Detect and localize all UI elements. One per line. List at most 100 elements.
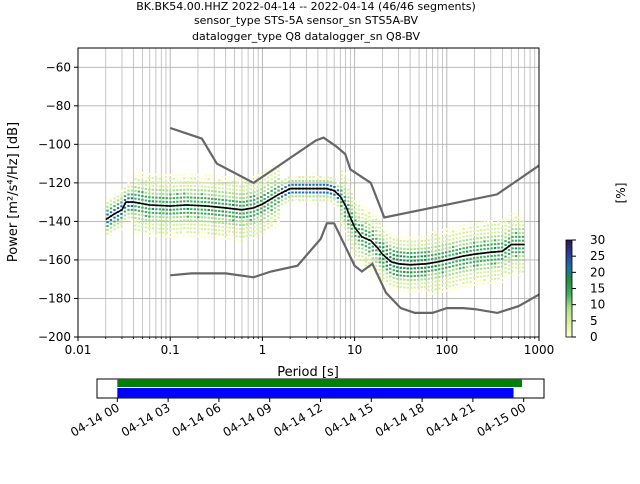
histogram-cell — [518, 251, 521, 254]
histogram-cell — [490, 270, 493, 273]
histogram-cell — [417, 274, 420, 277]
histogram-cell — [172, 177, 176, 180]
histogram-cell — [312, 176, 315, 179]
histogram-cell — [218, 190, 221, 193]
histogram-cell — [200, 197, 203, 200]
histogram-cell — [389, 233, 392, 236]
histogram-cell — [176, 185, 179, 188]
histogram-cell — [186, 215, 189, 218]
histogram-cell — [249, 215, 252, 218]
histogram-cell — [465, 250, 469, 253]
colorbar-tick-label: 5 — [590, 314, 598, 328]
histogram-cell — [420, 251, 423, 254]
histogram-cell — [106, 201, 109, 204]
histogram-cell — [399, 259, 402, 262]
histogram-cell — [448, 242, 451, 245]
histogram-cell — [186, 180, 189, 183]
histogram-cell — [392, 280, 395, 283]
histogram-cell — [486, 232, 490, 235]
histogram-cell — [190, 200, 193, 203]
histogram-cell — [392, 265, 395, 268]
histogram-cell — [106, 213, 109, 216]
histogram-cell — [518, 262, 521, 265]
high-noise-model-line — [169, 126, 539, 219]
histogram-cell — [270, 186, 273, 189]
histogram-cell — [458, 224, 462, 227]
histogram-cell — [343, 176, 347, 179]
histogram-cell — [228, 238, 231, 241]
histogram-cell — [455, 233, 458, 236]
histogram-cell — [357, 251, 361, 254]
histogram-cell — [427, 285, 430, 288]
histogram-cell — [382, 230, 385, 233]
histogram-cell — [455, 248, 458, 251]
histogram-cell — [521, 262, 525, 265]
psd-histogram — [106, 164, 525, 296]
histogram-cell — [493, 223, 497, 226]
histogram-cell — [420, 243, 423, 246]
histogram-cell — [197, 227, 200, 230]
histogram-cell — [245, 180, 249, 183]
histogram-cell — [228, 180, 231, 183]
histogram-cell — [504, 259, 507, 262]
histogram-cell — [137, 217, 141, 220]
histogram-cell — [403, 274, 406, 277]
histogram-cell — [235, 235, 238, 238]
histogram-cell — [144, 191, 148, 194]
histogram-cell — [204, 181, 207, 184]
y-axis-label: Power [m²/s⁴/Hz] [dB] — [6, 122, 21, 262]
histogram-cell — [137, 225, 141, 228]
histogram-cell — [218, 186, 221, 189]
histogram-cell — [190, 177, 193, 180]
histogram-cell — [448, 262, 451, 265]
histogram-cell — [444, 282, 448, 285]
histogram-cell — [148, 196, 151, 199]
histogram-cell — [434, 268, 437, 271]
histogram-cell — [389, 263, 392, 266]
histogram-cell — [361, 251, 364, 254]
histogram-cell — [343, 215, 347, 218]
histogram-cell — [375, 241, 378, 244]
histogram-cell — [413, 286, 416, 289]
histogram-cell — [270, 178, 273, 181]
histogram-cell — [410, 240, 413, 243]
histogram-cell — [424, 282, 427, 285]
histogram-cell — [329, 177, 333, 180]
histogram-cell — [518, 216, 521, 219]
histogram-cell — [172, 227, 176, 230]
histogram-cell — [109, 234, 113, 237]
histogram-cell — [273, 187, 277, 190]
histogram-cell — [479, 263, 483, 266]
histogram-cell — [242, 220, 245, 223]
histogram-cell — [137, 232, 141, 235]
histogram-cell — [207, 189, 210, 192]
histogram-cell — [228, 199, 231, 202]
histogram-cell — [183, 188, 186, 191]
histogram-cell — [347, 223, 350, 226]
histogram-cell — [263, 224, 266, 227]
histogram-cell — [451, 288, 455, 291]
histogram-cell — [368, 269, 371, 272]
histogram-cell — [375, 276, 378, 279]
histogram-cell — [301, 191, 305, 194]
histogram-cell — [406, 259, 409, 262]
histogram-cell — [340, 205, 343, 208]
histogram-cell — [120, 224, 123, 227]
histogram-cell — [413, 244, 416, 247]
histogram-cell — [151, 231, 155, 234]
histogram-cell — [221, 183, 224, 186]
histogram-cell — [336, 204, 340, 207]
histogram-cell — [305, 195, 308, 198]
histogram-cell — [200, 193, 203, 196]
histogram-cell — [176, 216, 179, 219]
histogram-cell — [172, 173, 176, 176]
histogram-cell — [232, 180, 235, 183]
histogram-cell — [211, 182, 214, 185]
histogram-cell — [148, 234, 151, 237]
histogram-cell — [109, 211, 113, 214]
histogram-cell — [472, 237, 476, 240]
histogram-cell — [228, 211, 231, 214]
histogram-cell — [165, 197, 169, 200]
histogram-cell — [441, 240, 444, 243]
histogram-cell — [256, 185, 259, 188]
